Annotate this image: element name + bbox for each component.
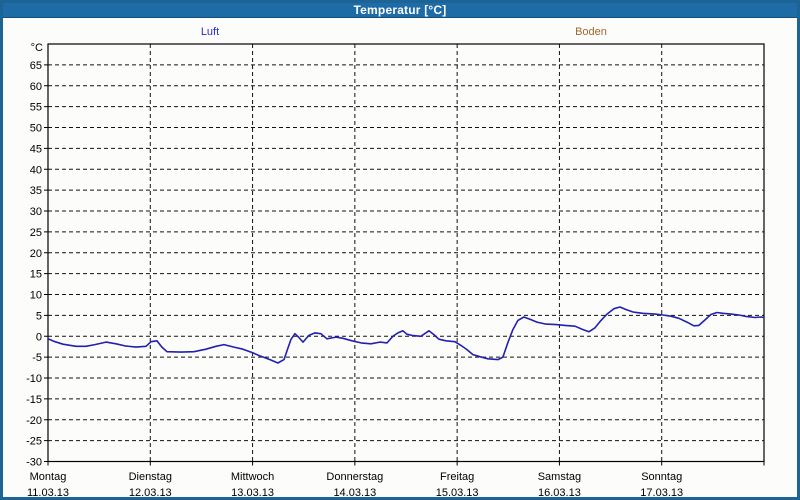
y-tick-label: 5 <box>36 310 42 322</box>
x-day-label: Freitag <box>440 471 474 483</box>
x-date-label: 13.03.13 <box>231 487 274 499</box>
y-tick-label: 15 <box>30 269 42 281</box>
y-tick-label: 55 <box>30 102 42 114</box>
y-tick-label: 50 <box>30 123 42 135</box>
x-date-label: 16.03.13 <box>538 487 581 499</box>
x-day-label: Sonntag <box>641 471 682 483</box>
x-date-label: 15.03.13 <box>436 487 479 499</box>
legend-boden-label: Boden <box>575 26 607 38</box>
y-tick-label: 25 <box>30 227 42 239</box>
x-day-label: Mittwoch <box>231 471 274 483</box>
y-tick-label: -30 <box>26 457 42 469</box>
title-bar[interactable]: Temperatur [°C] <box>3 3 797 18</box>
x-date-label: 17.03.13 <box>640 487 683 499</box>
x-day-label: Montag <box>30 471 67 483</box>
y-tick-label: -10 <box>26 373 42 385</box>
y-tick-label: 10 <box>30 290 42 302</box>
y-tick-label: 20 <box>30 248 42 260</box>
x-day-label: Donnerstag <box>326 471 383 483</box>
x-day-label: Samstag <box>538 471 581 483</box>
window-title: Temperatur [°C] <box>353 3 447 17</box>
x-date-label: 12.03.13 <box>129 487 172 499</box>
y-tick-label: 65 <box>30 60 42 72</box>
y-tick-label: 30 <box>30 206 42 218</box>
y-tick-label: 35 <box>30 185 42 197</box>
y-tick-label: 0 <box>36 331 42 343</box>
y-tick-label: -25 <box>26 436 42 448</box>
y-tick-label: 40 <box>30 164 42 176</box>
y-tick-label: 45 <box>30 143 42 155</box>
y-tick-label: -5 <box>32 352 42 364</box>
y-tick-label: -20 <box>26 415 42 427</box>
x-date-label: 14.03.13 <box>333 487 376 499</box>
y-tick-label: 60 <box>30 81 42 93</box>
plot-frame <box>47 43 765 463</box>
y-tick-label: -15 <box>26 394 42 406</box>
legend-luft-label: Luft <box>200 26 220 38</box>
x-date-label: 11.03.13 <box>27 487 69 499</box>
temperature-chart: 65605550454035302520151050-5-10-15-20-25… <box>26 42 765 499</box>
x-day-label: Dienstag <box>129 471 172 483</box>
temperature-line-luft <box>47 306 765 364</box>
y-axis-unit-label: °C <box>31 42 43 54</box>
